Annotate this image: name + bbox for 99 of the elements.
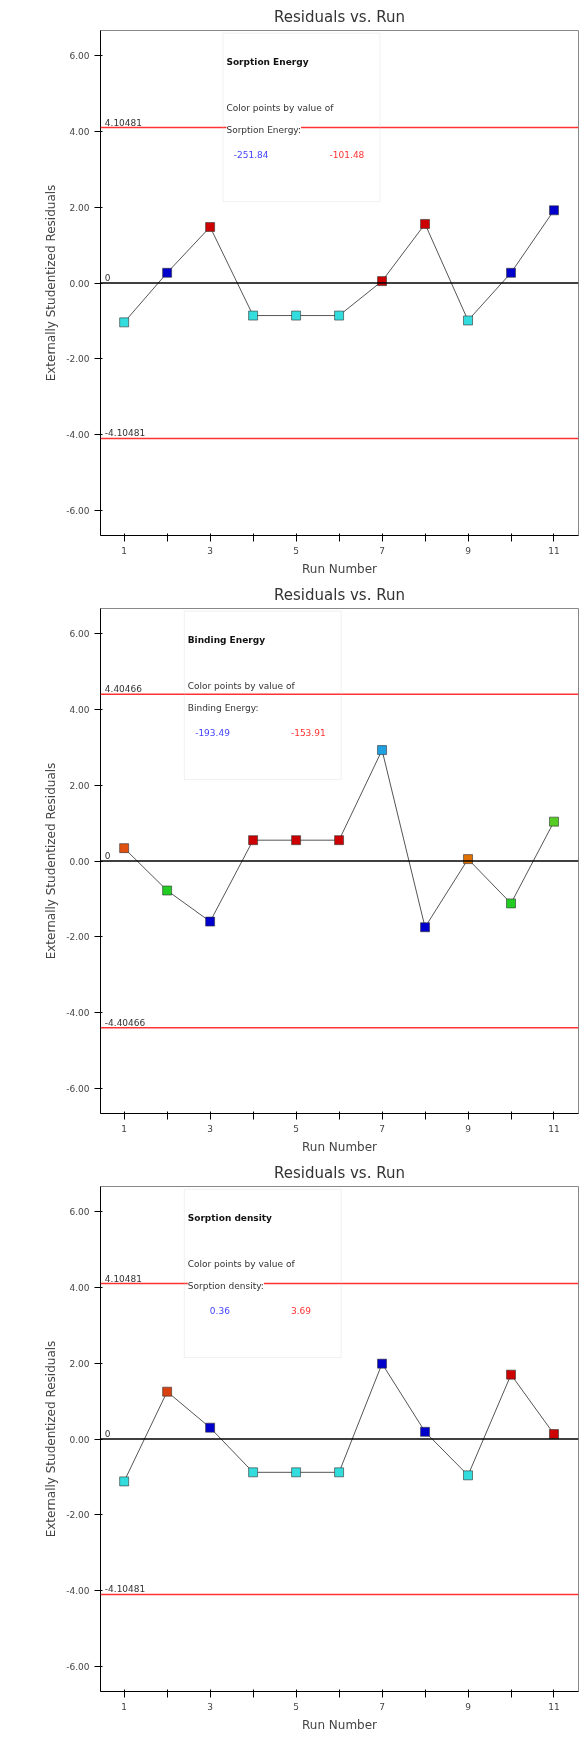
annotation: -101.48 xyxy=(329,150,365,161)
x-tick-label: 3 xyxy=(207,1123,213,1134)
y-tick-label: -6.00 xyxy=(66,1083,90,1094)
point xyxy=(291,835,301,845)
annotation: 0.36 xyxy=(209,1306,231,1317)
point xyxy=(162,885,172,896)
y-tick-label: -2.00 xyxy=(66,932,90,943)
x-axis-title: Run Number xyxy=(301,561,378,576)
y-tick-label: 6.00 xyxy=(69,1207,90,1218)
x-tick-label: 9 xyxy=(465,1701,472,1712)
x-tick-label: 7 xyxy=(379,1123,385,1134)
x-tick-label: 3 xyxy=(207,1701,213,1712)
y-tick-label: 6.00 xyxy=(69,629,90,640)
y-tick-label: -2.00 xyxy=(66,1510,90,1521)
ref-line-label: 0 xyxy=(104,851,111,861)
point xyxy=(205,222,215,232)
legend-title: Binding Energy xyxy=(187,635,266,646)
point xyxy=(205,1422,215,1433)
point xyxy=(334,835,344,845)
x-tick-label: 1 xyxy=(121,1123,128,1134)
y-axis-title: Externally Studentized Residuals xyxy=(44,1340,59,1538)
x-tick-label: 11 xyxy=(548,1123,560,1134)
y-axis-title: Externally Studentized Residuals xyxy=(44,184,59,382)
y-tick-label: -4.00 xyxy=(66,1585,90,1596)
ref-line-label: 0 xyxy=(104,1429,111,1439)
point xyxy=(119,843,129,853)
point xyxy=(549,205,559,216)
x-tick-label: 9 xyxy=(465,545,472,556)
annotation: -193.49 xyxy=(195,728,231,739)
chart-title: Residuals vs. Run xyxy=(274,7,405,26)
y-tick-label: 0.00 xyxy=(69,1434,90,1445)
point xyxy=(248,310,258,321)
point xyxy=(506,898,516,909)
x-tick-label: 1 xyxy=(121,1701,128,1712)
point xyxy=(420,1427,430,1437)
y-tick-label: -4.00 xyxy=(66,429,90,440)
x-tick-label: 9 xyxy=(465,1123,472,1134)
y-tick-label: 2.00 xyxy=(69,780,90,791)
point xyxy=(377,745,387,755)
y-tick-label: 4.00 xyxy=(69,1283,90,1294)
point xyxy=(291,310,301,321)
y-tick-label: 2.00 xyxy=(69,202,90,213)
x-tick-label: 7 xyxy=(379,545,385,556)
ref-line-label: -4.40466 xyxy=(104,1017,146,1028)
point xyxy=(420,922,430,933)
ref-line-label: 0 xyxy=(104,273,111,283)
ref-line-label: 4.10481 xyxy=(104,117,143,128)
point xyxy=(291,1467,301,1478)
y-tick-label: 2.00 xyxy=(69,1358,90,1369)
point xyxy=(334,310,344,321)
point xyxy=(549,816,559,827)
point xyxy=(162,267,172,278)
point xyxy=(506,1369,516,1380)
point xyxy=(463,1470,473,1481)
y-tick-label: 4.00 xyxy=(69,127,90,138)
x-tick-label: 1 xyxy=(121,545,128,556)
point xyxy=(119,317,129,328)
text: Color points by value of Sorption Energy: xyxy=(226,102,334,136)
point xyxy=(205,916,215,927)
y-tick-label: 6.00 xyxy=(69,51,90,62)
x-tick-label: 11 xyxy=(548,545,560,556)
x-tick-label: 7 xyxy=(379,1701,385,1712)
text: Color points by value of Binding Energy: xyxy=(187,680,295,714)
y-tick-label: -4.00 xyxy=(66,1007,90,1018)
y-tick-label: 0.00 xyxy=(69,856,90,867)
point xyxy=(248,835,258,845)
y-tick-label: -2.00 xyxy=(66,354,90,365)
text: Color points by value of Sorption density: xyxy=(187,1258,295,1292)
annotation: -251.84 xyxy=(233,150,269,161)
x-axis-title: Run Number xyxy=(301,1139,378,1154)
x-axis-title: Run Number xyxy=(301,1717,378,1732)
y-tick-label: -6.00 xyxy=(66,505,90,516)
y-tick-label: -6.00 xyxy=(66,1661,90,1672)
x-tick-label: 5 xyxy=(293,1123,299,1134)
point xyxy=(119,1476,129,1487)
point xyxy=(463,315,473,326)
annotation: -153.91 xyxy=(290,728,326,739)
y-tick-label: 0.00 xyxy=(69,278,90,289)
point xyxy=(377,1358,387,1369)
legend-title: Sorption density xyxy=(187,1213,273,1224)
x-tick-label: 3 xyxy=(207,545,213,556)
ref-line-label: 4.10481 xyxy=(104,1273,143,1284)
annotation: 3.69 xyxy=(290,1306,312,1317)
x-tick-label: 11 xyxy=(548,1701,560,1712)
point xyxy=(162,1386,172,1397)
y-tick-label: 4.00 xyxy=(69,705,90,716)
ref-line-label: -4.10481 xyxy=(104,428,146,439)
x-tick-label: 5 xyxy=(293,545,299,556)
point xyxy=(506,267,516,278)
chart-title: Residuals vs. Run xyxy=(274,585,405,604)
x-tick-label: 5 xyxy=(293,1701,299,1712)
point xyxy=(420,219,430,229)
ref-line-label: -4.10481 xyxy=(104,1584,146,1595)
legend-title: Sorption Energy xyxy=(226,57,309,68)
chart-title: Residuals vs. Run xyxy=(274,1163,405,1182)
ref-line-label: 4.40466 xyxy=(104,684,143,695)
point xyxy=(334,1467,344,1478)
point xyxy=(248,1467,258,1478)
y-axis-title: Externally Studentized Residuals xyxy=(44,762,59,960)
